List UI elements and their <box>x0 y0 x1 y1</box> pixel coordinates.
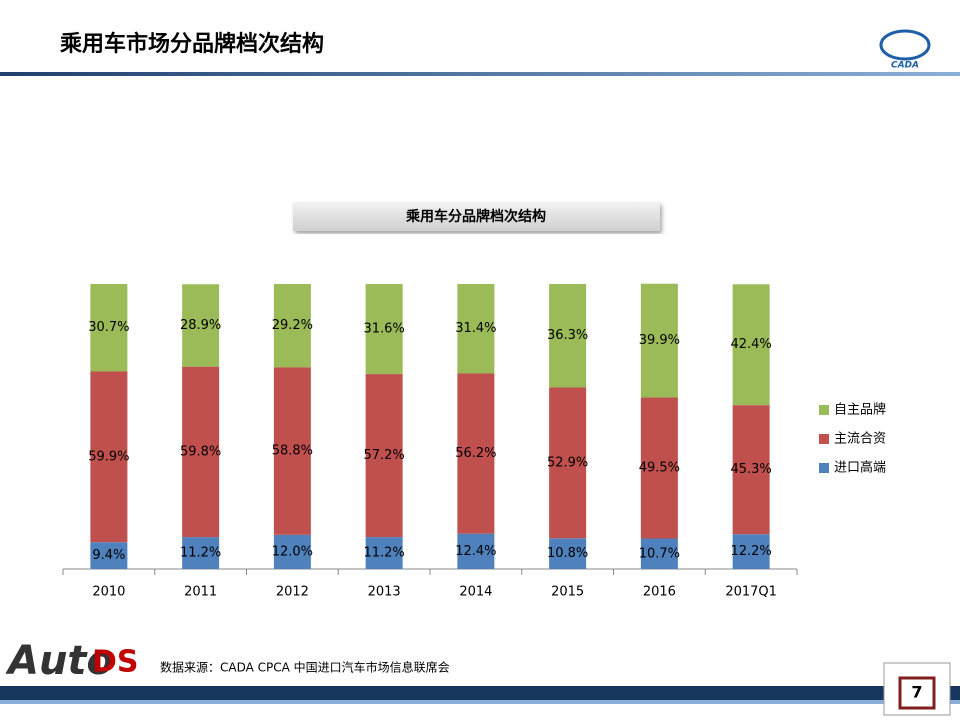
data-label: 10.7% <box>639 546 680 561</box>
bar-segment <box>640 397 678 539</box>
bar-segment <box>549 284 587 388</box>
data-label: 9.4% <box>92 548 125 563</box>
bar-segment <box>365 374 403 538</box>
bar-segment <box>457 533 495 569</box>
bar-segment <box>90 371 128 543</box>
data-label: 11.2% <box>363 546 404 561</box>
x-tick-label: 2015 <box>551 585 584 600</box>
bar-segment <box>732 405 770 535</box>
x-tick-label: 2016 <box>643 585 676 600</box>
data-label: 12.0% <box>272 544 313 559</box>
x-tick-label: 2017Q1 <box>725 585 777 600</box>
legend-label: 自主品牌 <box>834 402 886 418</box>
page-frame <box>898 676 936 710</box>
cada-emblem <box>879 29 931 61</box>
bar-segment <box>365 284 403 375</box>
logo-auto: Auto <box>5 638 114 684</box>
legend-label: 主流合资 <box>834 432 886 447</box>
bar-segment <box>182 537 220 569</box>
data-label: 30.7% <box>88 320 129 335</box>
data-label: 10.8% <box>547 546 588 561</box>
data-label: 45.3% <box>730 462 771 477</box>
data-label: 42.4% <box>730 337 771 352</box>
logo-ds: DS <box>92 645 139 680</box>
bar-segment <box>273 284 311 368</box>
legend-swatch <box>819 405 829 415</box>
x-tick-label: 2010 <box>92 585 125 600</box>
plot: 2010 9.4% 59.9% 30.7% 2011 11.2% 59.8% 28.9% 201… <box>62 283 886 600</box>
data-label: 31.6% <box>363 322 404 337</box>
legend-swatch <box>819 434 829 444</box>
data-label: 59.8% <box>180 444 221 459</box>
legend-label: 进口高端 <box>834 460 886 476</box>
bar-segment <box>273 534 311 569</box>
data-label: 29.2% <box>272 318 313 333</box>
data-label: 58.8% <box>272 444 313 459</box>
bar-segment <box>732 284 770 406</box>
bar-segment <box>182 284 220 367</box>
x-tick-label: 2011 <box>184 585 217 600</box>
data-label: 31.4% <box>455 321 496 336</box>
data-label: 11.2% <box>180 546 221 561</box>
data-label: 57.2% <box>363 448 404 463</box>
bar-segment <box>640 283 678 398</box>
bar-segment <box>90 542 128 569</box>
bar-segment <box>457 284 495 374</box>
footer-rule <box>0 700 960 704</box>
header-rule <box>0 72 960 76</box>
x-tick-label: 2014 <box>459 585 492 600</box>
bar-segment <box>640 538 678 569</box>
data-label: 49.5% <box>639 460 680 475</box>
data-label: 59.9% <box>88 449 129 464</box>
data-label: 28.9% <box>180 318 221 333</box>
data-label: 39.9% <box>639 333 680 348</box>
data-label: 52.9% <box>547 455 588 470</box>
x-tick-label: 2012 <box>276 585 309 600</box>
data-label: 12.4% <box>455 544 496 559</box>
legend-swatch <box>819 463 829 473</box>
bar-segment <box>549 387 587 539</box>
footer-bar <box>0 686 960 700</box>
bar-segment <box>732 534 770 569</box>
x-tick-label: 2013 <box>368 585 401 600</box>
bar-segment <box>365 537 403 569</box>
data-label: 12.2% <box>730 544 771 559</box>
bar-segment <box>90 284 128 372</box>
data-label: 56.2% <box>455 446 496 461</box>
chart-title-box <box>293 202 660 231</box>
source-note: 数据来源：CADA CPCA 中国进口汽车市场信息联席会 <box>160 660 450 675</box>
page-number: 7 <box>911 683 922 702</box>
data-label: 36.3% <box>547 328 588 343</box>
bar-segment <box>182 366 220 538</box>
chart-title: 乘用车分品牌档次结构 <box>405 208 546 225</box>
slide-title: 乘用车市场分品牌档次结构 <box>59 31 324 57</box>
bar-segment <box>457 373 495 534</box>
bar-segment <box>273 367 311 535</box>
cada-logo-text: CADA <box>891 61 919 71</box>
bar-segment <box>549 538 587 569</box>
